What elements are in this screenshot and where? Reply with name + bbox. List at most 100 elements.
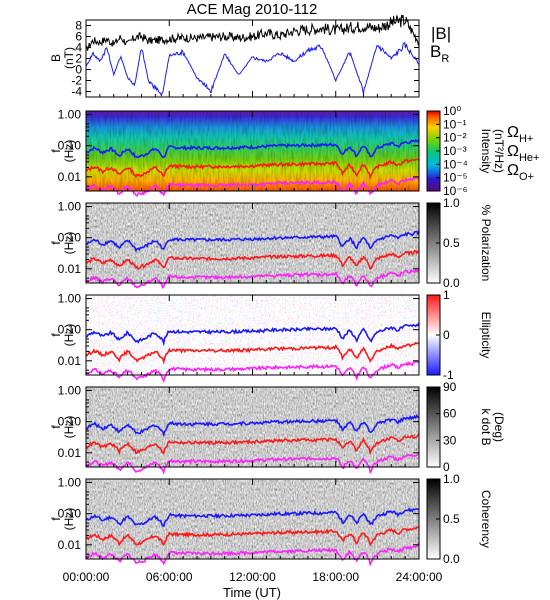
freq-y-unit: (Hz) bbox=[62, 232, 76, 255]
x-tick-label: 18:00:00 bbox=[312, 570, 359, 584]
freq-y-tick-label: 1.00 bbox=[58, 384, 82, 398]
colorbar-tick-label: 1.0 bbox=[443, 472, 460, 486]
colorbar-tick-label: 10⁻⁵ bbox=[443, 171, 468, 185]
freq-y-tick-label: 0.10 bbox=[58, 507, 82, 521]
colorbar-3: 1 0 -1 Ellipticity bbox=[426, 288, 493, 382]
colorbar-tick-label: 0 bbox=[443, 328, 450, 342]
field-legend: |B| BR bbox=[430, 24, 451, 65]
x-axis: 00:00:00 06:00:00 12:00:00 18:00:00 24:00:00 bbox=[63, 20, 443, 584]
freq-y-tick-label: 1.00 bbox=[58, 292, 82, 306]
spectrogram-texture bbox=[86, 111, 419, 191]
freq-y-tick-label: 1.00 bbox=[58, 476, 82, 490]
field-y-label: B bbox=[49, 54, 63, 62]
colorbar-tick-label: 10⁻² bbox=[443, 131, 467, 145]
colorbar-label: % Polarization bbox=[479, 205, 493, 282]
gyrofreq-he-plus-line bbox=[85, 526, 420, 547]
gyrofreq-he-plus-line bbox=[85, 158, 420, 180]
gyrofreq-h-plus-line bbox=[85, 413, 420, 438]
colorbar-tick-label: 10⁻⁶ bbox=[443, 184, 468, 198]
colorbar-tick-label: 1 bbox=[443, 288, 450, 302]
gyrofreq-o-plus-line bbox=[85, 453, 420, 475]
colorbar-2: 1.0 0.5 0.0 % Polarization bbox=[426, 196, 493, 290]
field-plot-frame bbox=[85, 19, 420, 98]
colorbar-5: 1.0 0.5 0.0 Coherency bbox=[426, 472, 493, 566]
freq-y-label: f bbox=[49, 333, 63, 337]
colorbar-tick-label: 0 bbox=[443, 460, 450, 474]
gyrofreq-o-plus-line bbox=[85, 176, 420, 197]
freq-y-tick-label: 0.10 bbox=[58, 231, 82, 245]
freq-y-tick-label: 1.00 bbox=[58, 200, 82, 214]
freq-y-label: f bbox=[49, 149, 63, 153]
spectrogram-panels: 1.000.100.01f (Hz)1.000.100.01f (Hz)1.000.… bbox=[49, 108, 420, 567]
x-tick-label: 00:00:00 bbox=[63, 570, 110, 584]
colorbar-tick-label: 0.5 bbox=[443, 512, 460, 526]
field-y-tick-label: -4 bbox=[71, 85, 82, 99]
freq-y-label: f bbox=[49, 241, 63, 245]
field-y-tick-label: -2 bbox=[71, 74, 82, 88]
gyrofreq-o-plus-line bbox=[86, 544, 420, 567]
colorbar-label: Coherency bbox=[479, 490, 493, 548]
gyrofreq-h-plus-line bbox=[85, 230, 420, 253]
spectrogram-image bbox=[86, 387, 419, 467]
colorbar-tick-label: 0.0 bbox=[443, 552, 460, 566]
gyrofreq-o-plus-line bbox=[85, 267, 420, 289]
freq-y-tick-label: 0.01 bbox=[58, 262, 82, 276]
spectrogram-panel-4: 1.00 0.10 0.01 f (Hz) bbox=[49, 384, 420, 475]
spectrogram-panel-3: 1.00 0.10 0.01 f (Hz) bbox=[49, 292, 420, 384]
gyrofreq-o-plus-line bbox=[85, 360, 420, 384]
field-y-tick-label: 8 bbox=[75, 19, 82, 33]
freq-y-tick-label: 0.10 bbox=[58, 323, 82, 337]
colorbar-tick-label: 0.5 bbox=[443, 236, 460, 250]
freq-y-tick-label: 0.01 bbox=[58, 354, 82, 368]
colorbar-label: Ellipticity bbox=[479, 312, 493, 359]
spectrogram-image bbox=[86, 479, 419, 559]
freq-y-label: f bbox=[49, 517, 63, 521]
freq-y-label: f bbox=[49, 425, 63, 429]
field-y-unit: (nT) bbox=[62, 47, 76, 69]
colorbar-tick-label: 10⁰ bbox=[443, 104, 461, 118]
colorbar-tick-label: 10⁻⁴ bbox=[443, 157, 468, 171]
colorbar-unit: (nT²/Hz) bbox=[492, 129, 506, 173]
legend-he-plus: ΩHe+ bbox=[507, 143, 539, 164]
colorbar-unit: (Deg) bbox=[492, 412, 506, 442]
field-series-b-r bbox=[85, 41, 420, 98]
field-y-tick-label: 2 bbox=[75, 52, 82, 66]
colorbar-label: Intensity bbox=[479, 129, 493, 174]
colorbar-tick-label: 0.0 bbox=[443, 276, 460, 290]
colorbar-4: 90 60 30 0 k dot B (Deg) bbox=[426, 380, 506, 474]
field-y-tick-label: 6 bbox=[75, 30, 82, 44]
x-tick-label: 06:00:00 bbox=[146, 570, 193, 584]
gyrofreq-he-plus-line bbox=[85, 249, 420, 271]
gyrofreq-he-plus-line bbox=[85, 341, 420, 365]
freq-y-tick-label: 0.01 bbox=[58, 170, 82, 184]
field-series-b-total bbox=[85, 14, 420, 51]
freq-y-tick-label: 0.01 bbox=[58, 538, 82, 552]
chart-title: ACE Mag 2010-112 bbox=[187, 1, 318, 18]
colorbar-tick-label: 60 bbox=[443, 407, 457, 421]
spectrogram-image bbox=[86, 203, 419, 283]
spectrogram-panel-2: 1.00 0.10 0.01 f (Hz) bbox=[49, 200, 420, 289]
colorbar-tick-label: 90 bbox=[443, 380, 457, 394]
colorbar-tick-label: 1.0 bbox=[443, 196, 460, 210]
gyrofreq-h-plus-line bbox=[85, 322, 420, 347]
freq-y-tick-label: 0.01 bbox=[58, 446, 82, 460]
freq-y-tick-label: 0.10 bbox=[58, 415, 82, 429]
freq-y-unit: (Hz) bbox=[62, 140, 76, 163]
colorbar-tick-label: 10⁻³ bbox=[443, 144, 467, 158]
x-tick-label: 12:00:00 bbox=[229, 570, 276, 584]
legend-o-plus: ΩO+ bbox=[507, 162, 534, 183]
colorbar-tick-label: -1 bbox=[443, 368, 454, 382]
legend-b-r: BR bbox=[430, 42, 449, 65]
freq-y-tick-label: 0.10 bbox=[58, 139, 82, 153]
gyro-legend: ΩH+ ΩHe+ ΩO+ bbox=[507, 124, 539, 183]
gyrofreq-h-plus-line bbox=[85, 507, 420, 528]
field-y-tick-label: 0 bbox=[75, 63, 82, 77]
colorbar-label: k dot B bbox=[479, 408, 493, 445]
spectrogram-image bbox=[86, 295, 419, 375]
freq-y-tick-label: 1.00 bbox=[58, 108, 82, 122]
freq-y-unit: (Hz) bbox=[62, 416, 76, 439]
colorbar-gradient bbox=[426, 386, 441, 468]
